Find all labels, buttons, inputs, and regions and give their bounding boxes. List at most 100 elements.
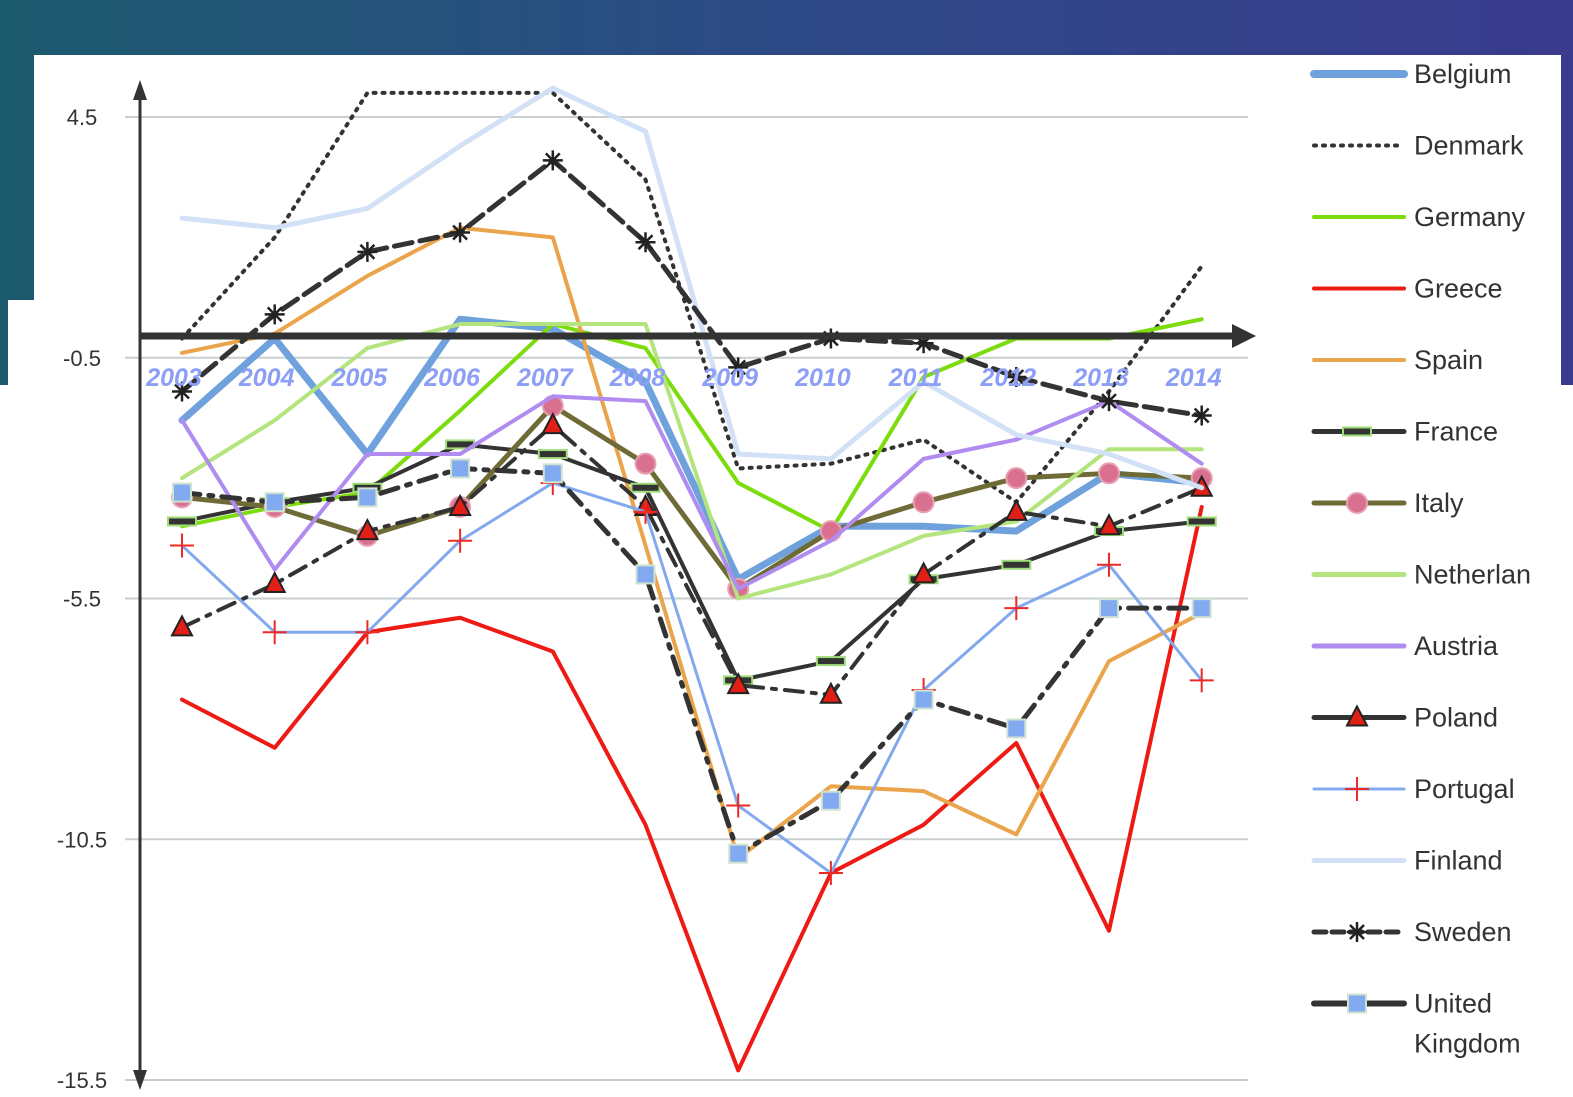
legend-label: Poland bbox=[1414, 703, 1498, 733]
series-belgium bbox=[178, 315, 1206, 583]
series-line bbox=[180, 225, 1204, 861]
data-point-plus bbox=[1004, 596, 1029, 621]
data-point-square bbox=[1006, 718, 1027, 739]
x-tick-label: 2013 bbox=[1072, 364, 1129, 392]
data-point-plus bbox=[1097, 552, 1121, 577]
data-point-square bbox=[357, 487, 378, 508]
x-tick-label: 2010 bbox=[794, 364, 851, 392]
data-point-dash bbox=[167, 516, 197, 527]
series-netherlands bbox=[180, 322, 1204, 601]
y-tick-label: 4.5 bbox=[67, 105, 98, 130]
data-point-circle bbox=[912, 491, 935, 514]
legend-entry: Poland bbox=[1311, 703, 1498, 733]
legend-entry: France bbox=[1311, 417, 1498, 447]
legend-label: Germany bbox=[1414, 202, 1526, 232]
data-point-plus bbox=[1345, 777, 1369, 801]
data-point-dash bbox=[1342, 426, 1372, 437]
legend: Belgium Denmark Germany Greece Spain France It… bbox=[1310, 59, 1531, 1059]
x-tick-label: 2006 bbox=[423, 364, 481, 392]
data-point-asterisk bbox=[635, 232, 656, 253]
gridlines bbox=[125, 116, 1248, 1081]
data-point-plus bbox=[818, 860, 843, 885]
data-point-circle bbox=[1005, 467, 1028, 490]
data-point-asterisk bbox=[1347, 922, 1367, 942]
series-line bbox=[179, 465, 1205, 857]
x-tick-label: 2003 bbox=[145, 364, 202, 392]
series-line bbox=[179, 403, 1205, 592]
legend-entry: Portugal bbox=[1312, 774, 1515, 804]
data-point-square bbox=[1347, 993, 1367, 1014]
y-tick-label: -10.5 bbox=[57, 827, 107, 852]
data-point-dash bbox=[1001, 559, 1032, 570]
data-point-triangle bbox=[819, 681, 843, 704]
series-greece bbox=[180, 505, 1204, 1073]
y-axis-arrow-bottom bbox=[133, 1070, 147, 1090]
data-point-circle bbox=[1346, 492, 1368, 514]
y-tick-label: -5.5 bbox=[63, 587, 101, 612]
x-tick-label: 2009 bbox=[701, 364, 758, 392]
series-finland bbox=[179, 85, 1205, 491]
x-tick-label: 2008 bbox=[609, 364, 666, 392]
data-point-circle bbox=[1098, 462, 1120, 485]
legend-entry: Finland bbox=[1311, 846, 1503, 876]
legend-entry: Netherlan bbox=[1311, 560, 1531, 590]
data-point-dash bbox=[537, 449, 568, 460]
data-point-triangle bbox=[911, 561, 936, 584]
data-point-square bbox=[264, 492, 285, 513]
data-point-plus bbox=[170, 533, 194, 558]
data-point-asterisk bbox=[1191, 405, 1212, 426]
series-line bbox=[180, 442, 1204, 683]
data-point-square bbox=[728, 843, 749, 864]
data-point-plus bbox=[448, 528, 473, 553]
series-poland bbox=[170, 412, 1214, 704]
legend-entry: Germany bbox=[1312, 202, 1526, 232]
x-tick-label: 2005 bbox=[331, 364, 389, 392]
legend-entry: Austria bbox=[1311, 631, 1499, 661]
x-axis-arrow bbox=[1232, 324, 1256, 348]
x-tick-label: 2004 bbox=[238, 364, 295, 392]
legend-entry: Greece bbox=[1312, 274, 1503, 304]
data-point-dash bbox=[630, 482, 661, 493]
data-point-asterisk bbox=[913, 333, 934, 354]
data-point-triangle bbox=[726, 672, 750, 695]
axes bbox=[133, 80, 1256, 1090]
y-tick-label: -15.5 bbox=[57, 1068, 107, 1093]
series-spain bbox=[180, 225, 1204, 861]
x-tick-label: 2007 bbox=[516, 364, 574, 392]
legend-label: Netherlan bbox=[1414, 560, 1531, 590]
series-line bbox=[180, 423, 1204, 697]
data-point-triangle bbox=[541, 412, 565, 435]
data-point-asterisk bbox=[1006, 367, 1027, 388]
series-line bbox=[180, 90, 1204, 505]
data-point-triangle bbox=[448, 493, 472, 517]
data-point-square bbox=[820, 790, 841, 811]
data-point-square bbox=[172, 482, 192, 503]
legend-label: Portugal bbox=[1414, 774, 1515, 804]
series-line bbox=[180, 394, 1204, 591]
series-line bbox=[180, 481, 1204, 875]
x-axis-tick-labels: 2003 2004 2005 2006 2007 2008 2009 2010 2011 2012… bbox=[145, 364, 1221, 392]
series-denmark bbox=[180, 90, 1204, 505]
data-point-triangle bbox=[170, 614, 194, 637]
data-point-asterisk bbox=[1099, 391, 1119, 412]
data-point-dash bbox=[1186, 516, 1217, 527]
x-tick-label: 2011 bbox=[888, 364, 943, 392]
data-point-square bbox=[1191, 598, 1212, 619]
data-point-plus bbox=[355, 620, 380, 645]
legend-label: Denmark bbox=[1414, 131, 1524, 161]
legend-label: Finland bbox=[1414, 846, 1503, 876]
data-point-asterisk bbox=[172, 381, 192, 402]
series-austria bbox=[180, 394, 1204, 591]
series-line bbox=[178, 315, 1206, 583]
legend-entry: Italy bbox=[1311, 488, 1464, 518]
data-point-dash bbox=[815, 656, 846, 667]
x-tick-label: 2012 bbox=[979, 364, 1036, 392]
data-point-plus bbox=[633, 499, 658, 524]
x-tick-label: 2014 bbox=[1165, 364, 1222, 392]
legend-label: Belgium bbox=[1414, 59, 1512, 89]
y-axis-arrow-top bbox=[133, 80, 147, 100]
legend-label: France bbox=[1414, 417, 1498, 447]
data-point-triangle bbox=[1004, 498, 1028, 521]
data-point-triangle bbox=[263, 570, 287, 594]
data-point-plus bbox=[726, 793, 751, 818]
